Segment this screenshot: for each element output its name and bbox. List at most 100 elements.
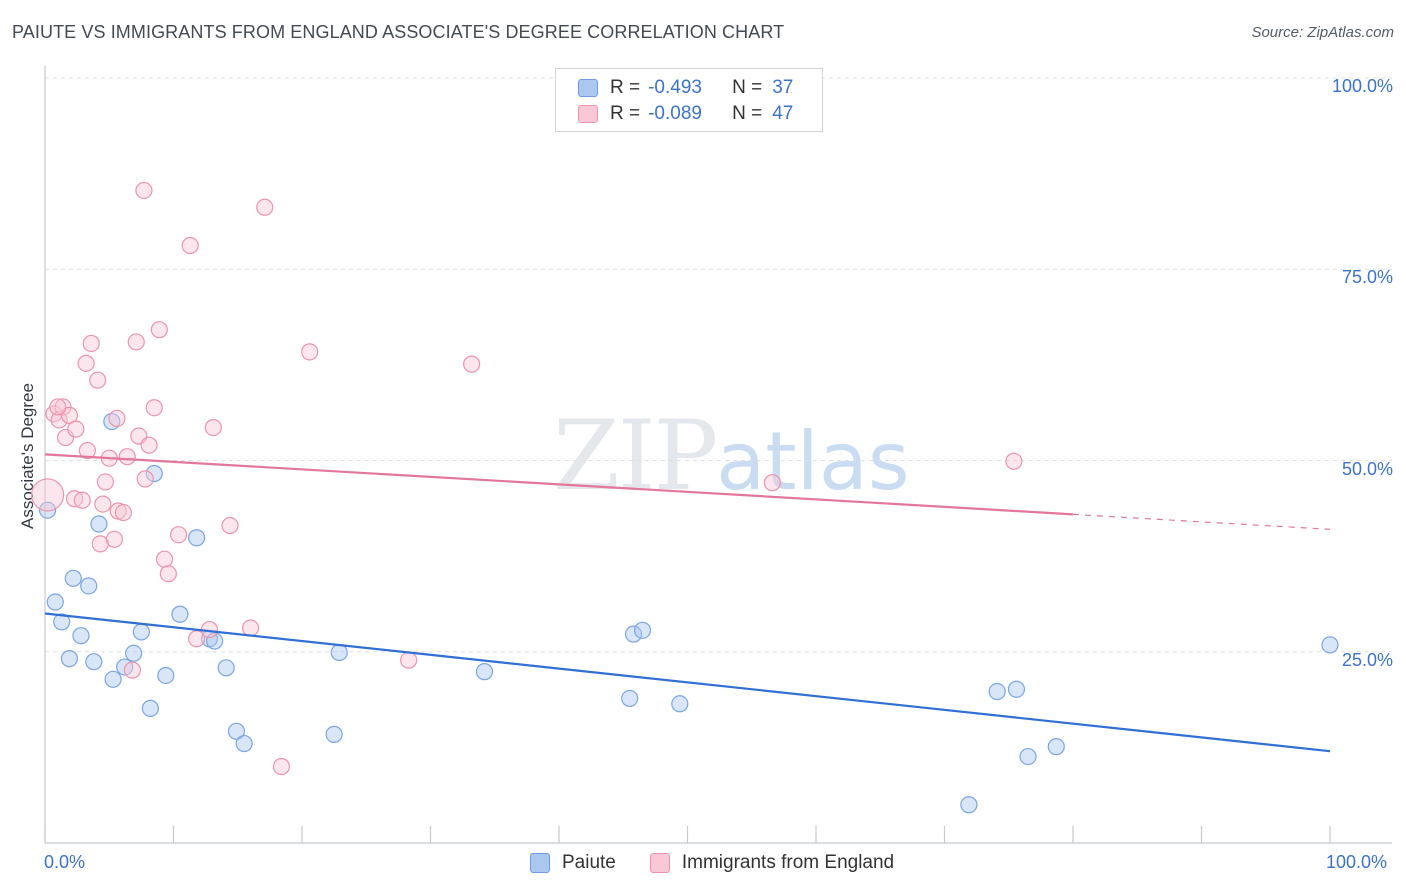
- legend-item-england[interactable]: Immigrants from England: [649, 852, 895, 874]
- england-point: [150, 321, 168, 339]
- r-label: R =: [610, 77, 641, 98]
- england-point: [30, 478, 65, 512]
- england-point: [221, 516, 239, 535]
- paiute-point: [217, 659, 235, 677]
- england-point: [108, 409, 126, 428]
- legend-label-england: Immigrants from England: [681, 852, 895, 873]
- paiute-point: [621, 689, 639, 708]
- stats-row-england: R = -0.089 N = 47: [556, 101, 793, 127]
- n-value: 37: [772, 77, 794, 98]
- england-point: [242, 619, 260, 637]
- paiute-point: [104, 670, 122, 688]
- x-tick-label-max: 100.0%: [1326, 852, 1388, 872]
- watermark-atlas: atlas: [716, 415, 910, 508]
- england-point: [272, 757, 291, 776]
- england-point: [763, 474, 781, 492]
- england-point: [463, 355, 481, 373]
- paiute-swatch: [578, 79, 598, 97]
- england-point: [114, 503, 132, 522]
- england-point: [67, 420, 85, 438]
- legend-swatch-england: [649, 853, 670, 873]
- england-swatch: [578, 105, 598, 123]
- paiute-point: [1047, 738, 1065, 756]
- paiute-point: [46, 593, 64, 611]
- paiute-point: [1007, 680, 1026, 698]
- paiute-point: [960, 796, 978, 814]
- r-value: -0.493: [648, 77, 702, 98]
- england-point: [73, 491, 91, 509]
- paiute-point: [72, 627, 90, 645]
- y-tick-label: 25.0%: [1341, 649, 1393, 670]
- england-point: [181, 236, 199, 255]
- paiute-point: [988, 682, 1006, 701]
- paiute-point: [132, 623, 150, 641]
- paiute-point: [60, 650, 79, 668]
- paiute-point: [188, 529, 206, 547]
- r-label: R =: [610, 103, 641, 124]
- paiute-point: [1019, 747, 1037, 766]
- paiute-point: [235, 734, 253, 753]
- england-point: [127, 333, 145, 351]
- england-point: [145, 399, 163, 417]
- paiute-point: [53, 613, 71, 631]
- england-point: [140, 436, 158, 454]
- paiute-point: [1321, 636, 1339, 654]
- paiute-point: [325, 725, 343, 743]
- watermark-zip: ZIP: [553, 400, 718, 512]
- england-point: [96, 473, 114, 491]
- paiute-point: [633, 621, 652, 639]
- legend: Paiute Immigrants from England: [530, 852, 928, 874]
- paiute-point: [103, 412, 121, 431]
- stats-box: R = -0.493 N = 37 R = -0.089 N = 47: [555, 68, 823, 132]
- england-point: [50, 411, 68, 429]
- legend-item-paiute[interactable]: Paiute: [530, 852, 616, 874]
- y-tick-label: 100.0%: [1331, 76, 1393, 96]
- paiute-point: [475, 663, 494, 681]
- england-point: [170, 526, 188, 544]
- y-tick-label: 75.0%: [1341, 267, 1393, 288]
- paiute-point: [171, 605, 189, 623]
- paiute-point: [227, 722, 246, 740]
- england-point: [94, 495, 112, 513]
- trend-lines: [44, 453, 1331, 753]
- axes: [44, 66, 1392, 844]
- paiute-point: [90, 515, 108, 533]
- england-point: [159, 565, 177, 583]
- n-label: N =: [732, 103, 763, 124]
- r-value: -0.089: [648, 103, 702, 124]
- england-point: [400, 651, 418, 669]
- paiute-point: [330, 643, 348, 662]
- paiute-point: [125, 644, 143, 662]
- legend-label-paiute: Paiute: [562, 852, 616, 873]
- paiute-point: [38, 501, 57, 519]
- paiute-point: [157, 666, 175, 685]
- watermark: ZIPatlas: [553, 400, 910, 512]
- x-tick-label-min: 0.0%: [44, 852, 86, 872]
- england-point: [256, 198, 274, 216]
- england-trend-extension: [1072, 513, 1331, 530]
- england-point: [82, 334, 100, 353]
- paiute-point: [64, 569, 82, 587]
- england-point: [1005, 452, 1023, 470]
- england-point: [60, 406, 79, 424]
- paiute-point: [671, 695, 689, 713]
- source-label: Source: ZipAtlas.com: [1251, 24, 1394, 41]
- england-point: [78, 441, 97, 460]
- data-points: [30, 181, 1339, 814]
- england-point: [105, 530, 123, 548]
- england-point: [155, 550, 174, 568]
- paiute-point: [141, 699, 159, 717]
- n-label: N =: [732, 77, 763, 98]
- england-point: [118, 448, 136, 466]
- england-point: [301, 343, 319, 361]
- paiute-point: [624, 625, 643, 643]
- england-point: [123, 661, 141, 679]
- england-trend-line: [44, 453, 1074, 516]
- stats-row-paiute: R = -0.493 N = 37: [556, 75, 793, 101]
- paiute-point: [145, 464, 163, 483]
- england-point: [77, 354, 95, 372]
- england-point: [135, 181, 153, 200]
- paiute-point: [80, 577, 98, 595]
- n-value: 47: [772, 103, 794, 124]
